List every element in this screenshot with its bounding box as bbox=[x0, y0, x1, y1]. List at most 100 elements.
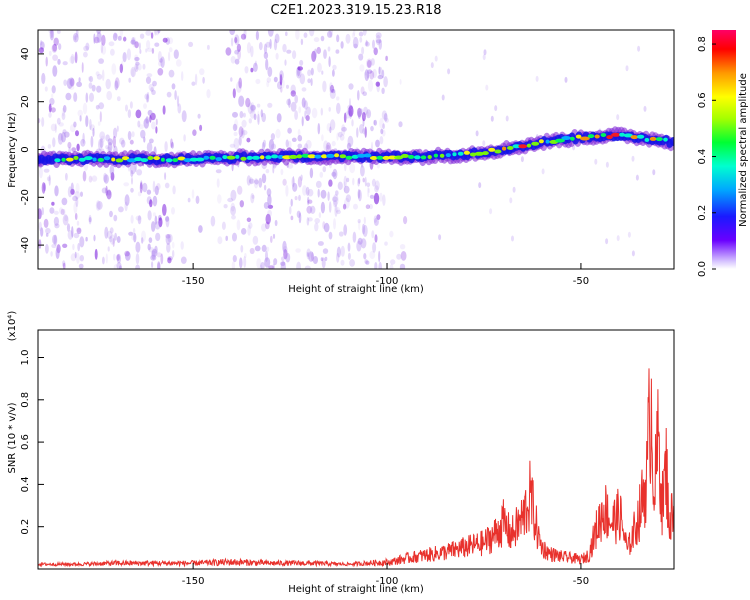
noise-speckle bbox=[310, 67, 314, 76]
noise-speckle bbox=[252, 235, 259, 245]
noise-speckle bbox=[143, 103, 147, 109]
noise-speckle bbox=[273, 258, 278, 266]
noise-speckle bbox=[131, 176, 133, 185]
noise-speckle bbox=[298, 194, 301, 201]
noise-speckle bbox=[287, 127, 292, 134]
noise-speckle bbox=[310, 78, 313, 86]
noise-speckle bbox=[108, 41, 115, 47]
noise-speckle bbox=[41, 117, 45, 127]
noise-speckle bbox=[292, 182, 298, 192]
noise-speckle bbox=[45, 232, 49, 237]
noise-speckle bbox=[375, 34, 381, 46]
noise-speckle bbox=[399, 79, 402, 85]
band-hotspot bbox=[78, 157, 86, 162]
band-hotspot bbox=[611, 132, 621, 137]
noise-speckle bbox=[371, 230, 375, 239]
noise-speckle bbox=[194, 73, 198, 86]
noise-speckle bbox=[281, 78, 285, 89]
noise-speckle bbox=[343, 112, 347, 123]
noise-speckle bbox=[38, 118, 41, 124]
noise-speckle bbox=[294, 196, 298, 201]
noise-speckle bbox=[109, 164, 115, 176]
noise-speckle bbox=[101, 69, 105, 82]
noise-speckle bbox=[164, 141, 168, 152]
noise-speckle bbox=[310, 205, 316, 214]
noise-speckle bbox=[360, 86, 365, 95]
noise-speckle bbox=[374, 185, 379, 193]
noise-speckle bbox=[160, 253, 164, 265]
noise-speckle bbox=[53, 210, 59, 215]
noise-speckle bbox=[369, 70, 375, 80]
noise-speckle bbox=[168, 69, 175, 78]
noise-speckle bbox=[329, 89, 336, 99]
noise-speckle bbox=[273, 76, 278, 83]
noise-speckle bbox=[307, 199, 313, 204]
noise-speckle bbox=[51, 93, 54, 99]
noise-speckle bbox=[236, 43, 241, 53]
noise-speckle bbox=[148, 83, 155, 92]
band-hotspot bbox=[538, 139, 544, 144]
noise-speckle bbox=[341, 126, 347, 132]
noise-speckle bbox=[147, 109, 153, 116]
band-hotspot bbox=[502, 146, 507, 151]
noise-speckle bbox=[263, 184, 267, 191]
noise-speckle bbox=[328, 107, 331, 112]
noise-speckle bbox=[142, 63, 146, 70]
band-hotspot bbox=[147, 156, 154, 160]
noise-speckle bbox=[250, 104, 256, 111]
noise-speckle bbox=[110, 48, 115, 56]
noise-speckle bbox=[290, 198, 293, 207]
noise-speckle bbox=[313, 48, 317, 59]
band-hotspot bbox=[394, 155, 404, 160]
noise-speckle bbox=[362, 224, 368, 237]
noise-speckle bbox=[366, 182, 371, 187]
noise-speckle bbox=[171, 207, 175, 215]
noise-speckle bbox=[275, 128, 281, 139]
noise-speckle bbox=[75, 182, 80, 194]
noise-speckle bbox=[535, 75, 539, 82]
noise-speckle bbox=[54, 123, 57, 134]
noise-speckle bbox=[246, 42, 252, 54]
band-hotspot bbox=[575, 134, 582, 139]
noise-speckle bbox=[379, 136, 384, 145]
noise-speckle bbox=[253, 62, 258, 72]
noise-speckle bbox=[121, 60, 124, 72]
noise-speckle bbox=[229, 30, 236, 36]
noise-speckle bbox=[232, 123, 238, 132]
noise-speckle bbox=[229, 143, 236, 148]
noise-speckle bbox=[107, 190, 112, 196]
noise-speckle bbox=[40, 40, 43, 46]
noise-speckle bbox=[266, 246, 270, 252]
noise-speckle bbox=[250, 45, 254, 58]
noise-speckle bbox=[116, 236, 121, 243]
noise-speckle bbox=[360, 238, 367, 249]
band-hotspot bbox=[97, 157, 105, 162]
noise-speckle bbox=[129, 139, 134, 145]
noise-speckle bbox=[144, 93, 149, 100]
noise-speckle bbox=[78, 77, 81, 83]
noise-speckle bbox=[233, 138, 240, 150]
colorbar-label: Normalized spectral amplitude bbox=[738, 73, 749, 227]
noise-speckle bbox=[317, 62, 322, 73]
noise-speckle bbox=[267, 66, 273, 78]
noise-speckle bbox=[85, 236, 88, 242]
noise-speckle bbox=[146, 73, 153, 78]
noise-speckle bbox=[113, 214, 118, 222]
noise-speckle bbox=[265, 213, 271, 225]
noise-speckle bbox=[361, 112, 366, 122]
noise-speckle bbox=[95, 71, 100, 77]
noise-speckle bbox=[171, 83, 176, 90]
noise-speckle bbox=[106, 230, 113, 239]
noise-speckle bbox=[177, 103, 182, 114]
noise-speckle bbox=[321, 70, 324, 75]
noise-speckle bbox=[255, 78, 261, 85]
noise-speckle bbox=[143, 118, 150, 129]
noise-speckle bbox=[382, 194, 386, 206]
noise-speckle bbox=[243, 30, 247, 40]
noise-speckle bbox=[176, 95, 180, 107]
noise-speckle bbox=[246, 175, 251, 186]
noise-speckle bbox=[298, 106, 302, 114]
noise-speckle bbox=[314, 218, 321, 224]
colorbar-gradient bbox=[712, 30, 736, 269]
noise-speckle bbox=[290, 101, 297, 112]
